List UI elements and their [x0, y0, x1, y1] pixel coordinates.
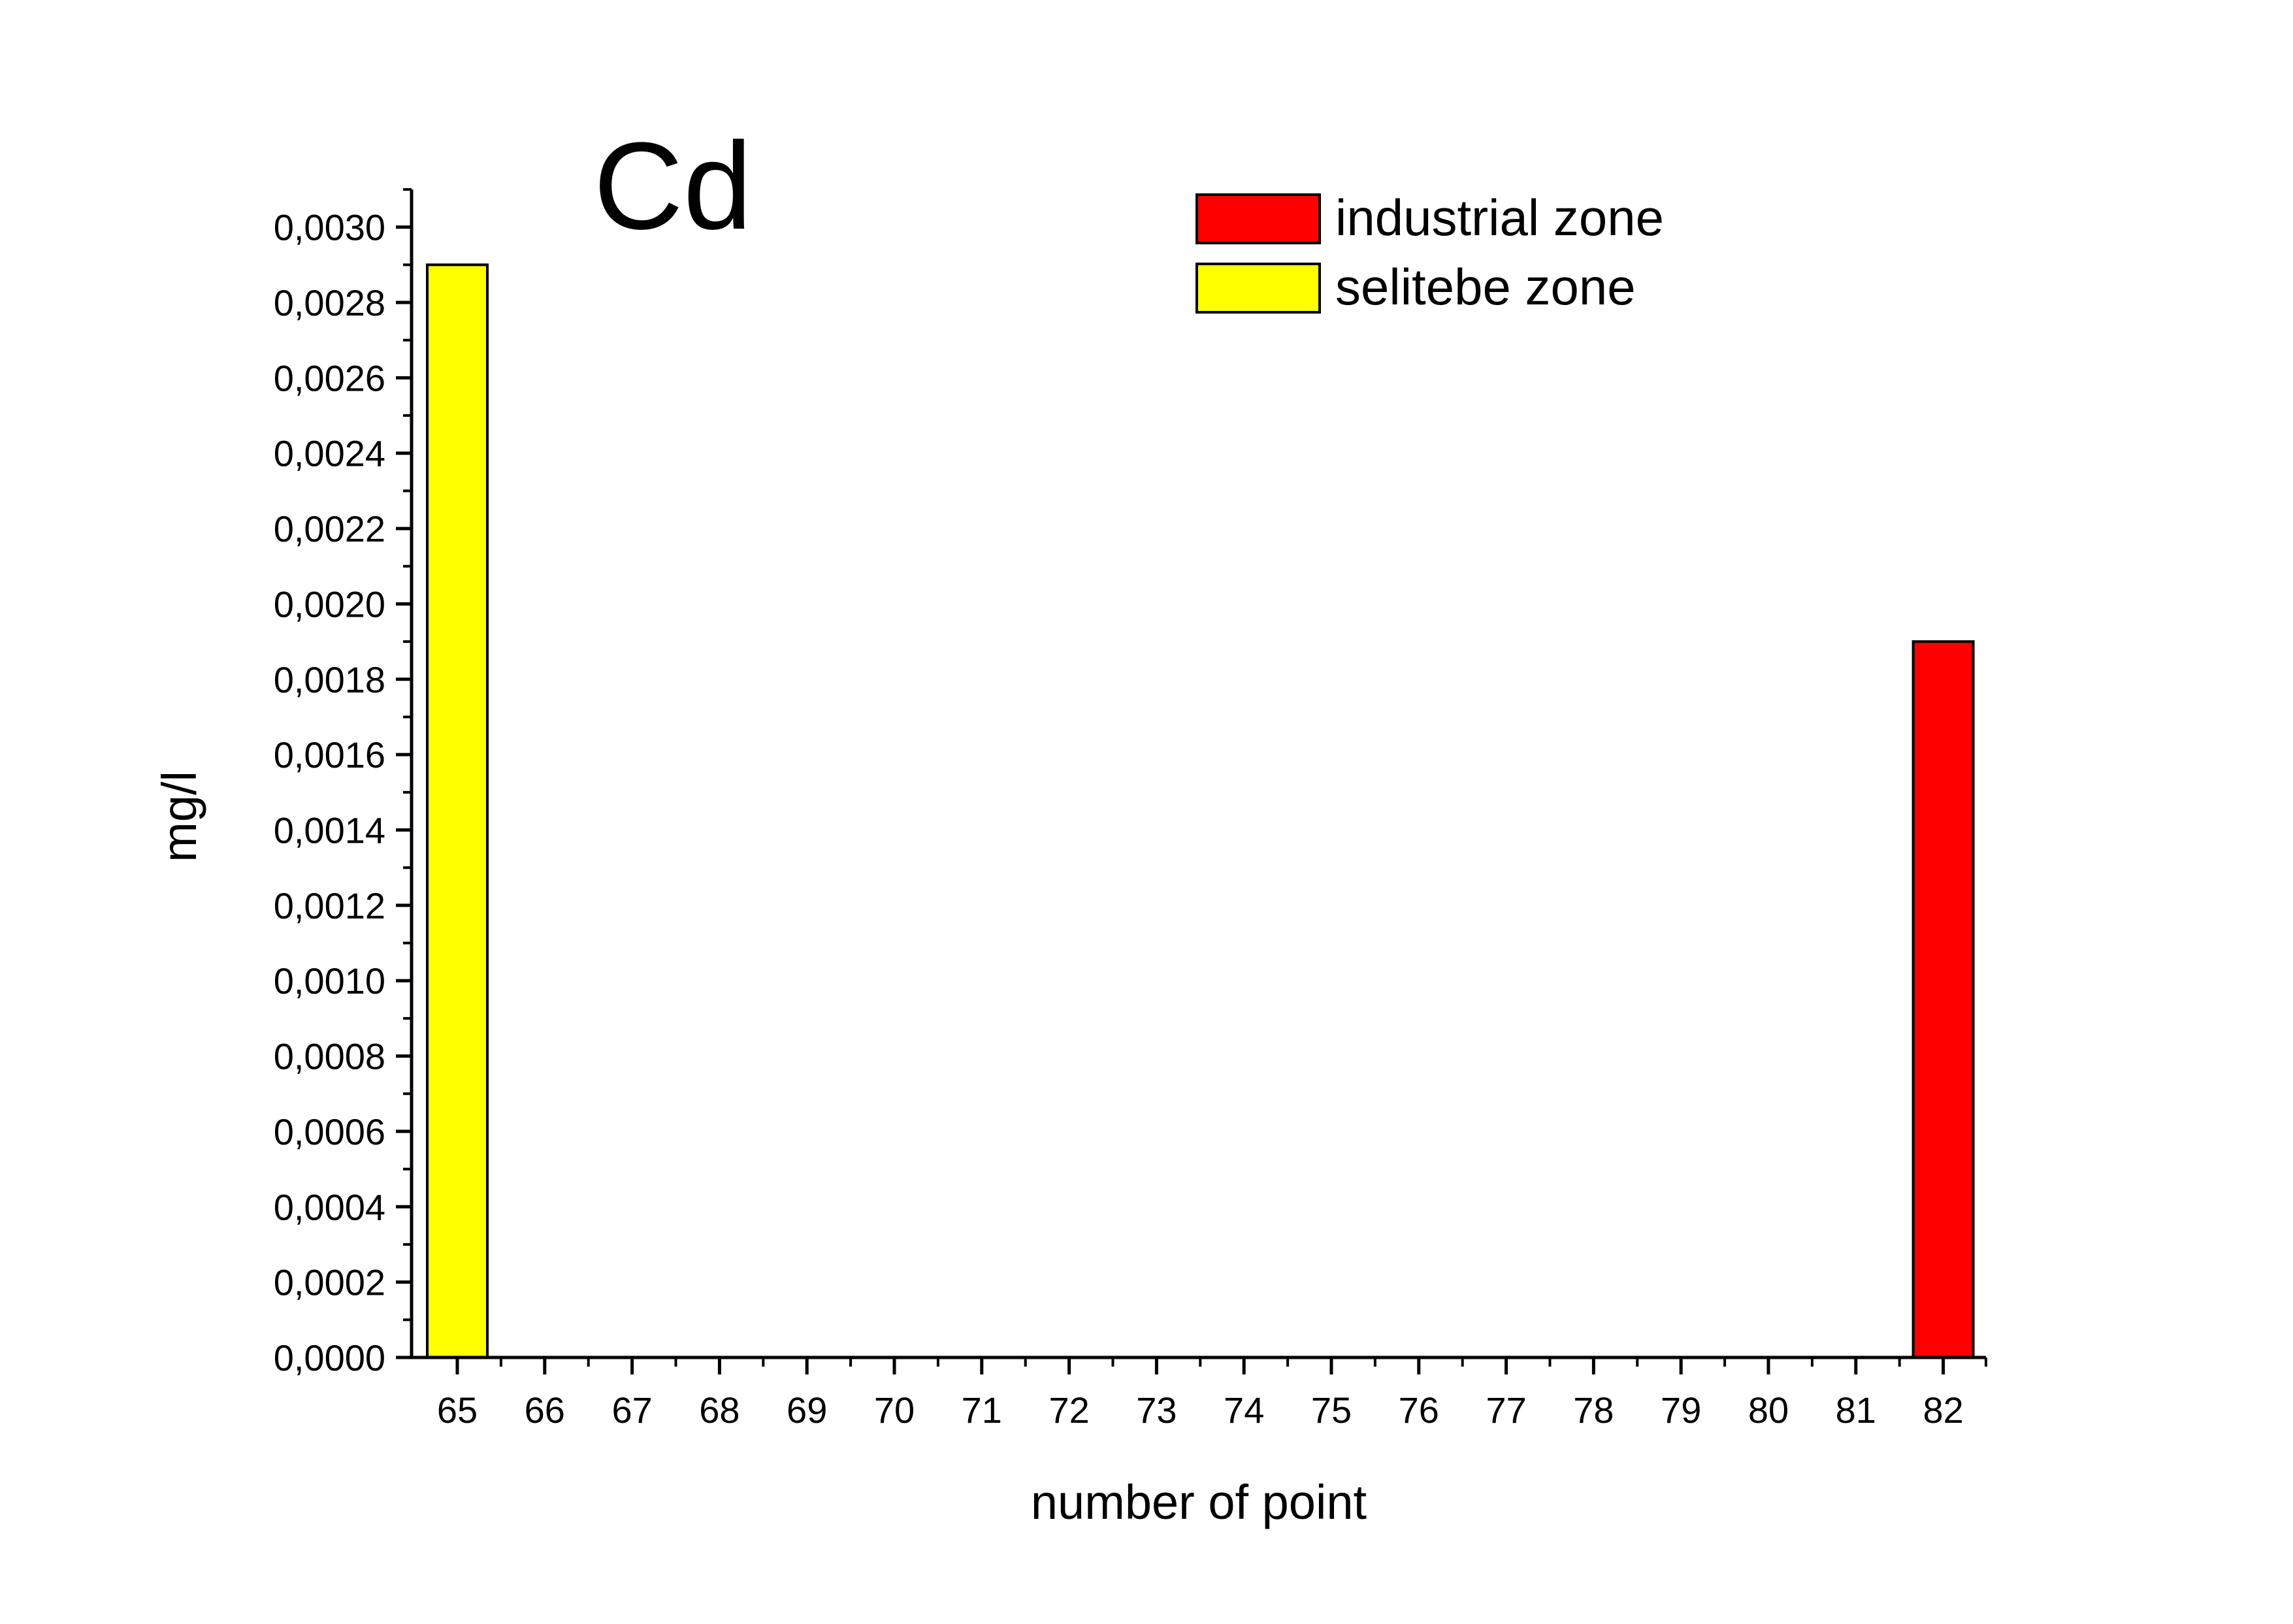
y-tick-label: 0,0020	[274, 583, 385, 625]
x-tick-label: 65	[437, 1389, 478, 1431]
x-tick-label: 81	[1836, 1389, 1876, 1431]
bar-industrial-zone-82	[1911, 640, 1975, 1359]
x-axis-title: number of point	[1031, 1475, 1367, 1529]
x-tick-label: 80	[1748, 1389, 1789, 1431]
x-tick-label: 69	[787, 1389, 827, 1431]
bars-layer	[426, 263, 1975, 1359]
axes-layer	[396, 188, 1987, 1374]
x-tick-label: 68	[699, 1389, 740, 1431]
y-tick-label: 0,0006	[274, 1111, 385, 1152]
x-tick-label: 78	[1573, 1389, 1614, 1431]
bar-selitebe-zone-65	[426, 263, 489, 1359]
x-tick-label: 73	[1136, 1389, 1177, 1431]
x-tick-label: 76	[1399, 1389, 1439, 1431]
y-tick-label: 0,0028	[274, 282, 385, 323]
x-tick-label: 74	[1224, 1389, 1264, 1431]
y-tick-label: 0,0004	[274, 1186, 385, 1227]
legend-label-industrial-zone: industrial zone	[1335, 189, 1664, 246]
y-tick-label: 0,0014	[274, 810, 385, 851]
y-tick-label: 0,0012	[274, 885, 385, 926]
y-tick-label: 0,0026	[274, 357, 385, 398]
labels-layer: 0,0000 0,0002 0,0004 0,0006 0,0008 0,0010 0,00…	[274, 207, 1964, 1431]
y-tick-label: 0,0002	[274, 1262, 385, 1303]
legend-label-selitebe-zone: selitebe zone	[1335, 258, 1636, 316]
x-tick-label: 66	[525, 1389, 565, 1431]
chart-title: Cd	[594, 117, 753, 255]
x-tick-label: 77	[1486, 1389, 1526, 1431]
y-tick-label: 0,0018	[274, 659, 385, 700]
y-axis-title: mg/l	[152, 771, 206, 862]
legend: industrial zone selitebe zone	[1195, 189, 1664, 316]
y-tick-label: 0,0016	[274, 734, 385, 775]
x-tick-label: 71	[962, 1389, 1002, 1431]
y-tick-label: 0,0010	[274, 960, 385, 1001]
y-tick-label: 0,0008	[274, 1036, 385, 1077]
x-tick-label: 75	[1311, 1389, 1352, 1431]
x-tick-label: 82	[1923, 1389, 1963, 1431]
y-tick-label: 0,0024	[274, 433, 385, 474]
y-tick-label: 0,0000	[274, 1337, 385, 1378]
x-tick-label: 67	[611, 1389, 652, 1431]
legend-swatch-industrial-zone	[1195, 193, 1321, 244]
x-tick-label: 72	[1049, 1389, 1089, 1431]
legend-swatch-selitebe-zone	[1195, 263, 1321, 314]
y-tick-label: 0,0022	[274, 508, 385, 549]
x-tick-label: 79	[1661, 1389, 1701, 1431]
x-tick-label: 70	[874, 1389, 915, 1431]
y-tick-label: 0,0030	[274, 207, 385, 248]
